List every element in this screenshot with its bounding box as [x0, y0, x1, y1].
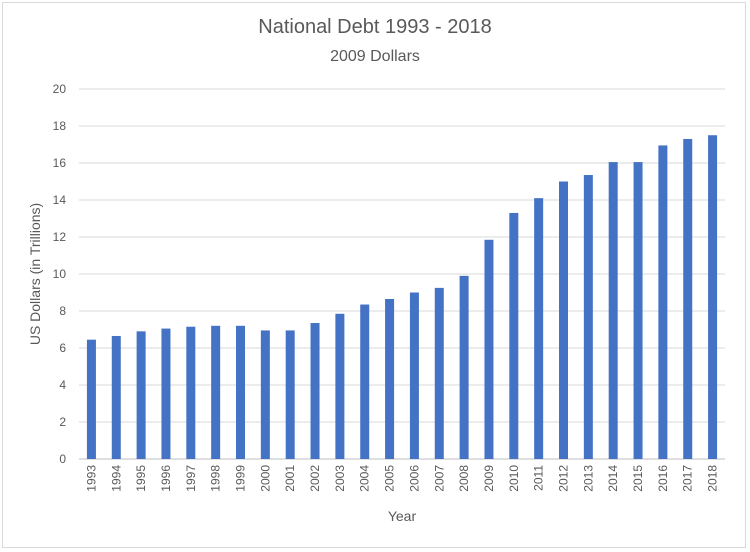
bar-2009: [484, 239, 494, 459]
x-tick-label: 2013: [581, 465, 595, 492]
bar-1995: [136, 331, 146, 459]
y-tick-label: 4: [59, 378, 66, 392]
y-axis-label: US Dollars (in Trillions): [27, 203, 43, 345]
y-tick-label: 2: [59, 415, 66, 429]
x-tick-label: 1998: [209, 465, 223, 492]
x-tick-label: 2002: [308, 465, 322, 492]
bar-1997: [186, 326, 196, 459]
bar-2006: [409, 292, 419, 459]
bar-1999: [236, 325, 245, 459]
x-tick-label: 2005: [383, 465, 397, 492]
bar-1994: [111, 335, 121, 459]
x-tick-label: 2004: [358, 465, 372, 492]
y-tick-label: 6: [59, 341, 66, 355]
x-tick-label: 2011: [532, 465, 546, 491]
bar-2008: [459, 275, 469, 459]
x-tick-label: 2007: [432, 465, 446, 492]
x-tick-label: 2012: [557, 465, 571, 492]
x-axis-label: Year: [388, 508, 417, 524]
y-tick-label: 16: [53, 156, 67, 170]
bar-2002: [310, 323, 320, 459]
x-tick-label: 1995: [134, 465, 148, 492]
x-tick-label: 1996: [159, 465, 173, 492]
bars: [86, 135, 718, 460]
x-tick-label: 1997: [184, 465, 198, 492]
x-tick-label: 2017: [681, 465, 695, 492]
bar-1996: [161, 328, 171, 459]
bar-2007: [434, 287, 444, 459]
bar-2014: [608, 162, 618, 459]
x-tick-label: 2009: [482, 465, 496, 492]
bar-2004: [360, 304, 370, 459]
y-tick-label: 0: [59, 452, 66, 466]
y-tick-label: 20: [53, 82, 67, 96]
y-tick-labels: 0 2 4 6 8 10 12 14 16 18 20: [53, 82, 67, 466]
bar-2005: [385, 298, 395, 459]
x-tick-label: 1993: [84, 465, 98, 492]
bar-2011: [534, 198, 544, 459]
bar-2003: [335, 313, 345, 459]
bar-2000: [260, 330, 270, 459]
y-tick-label: 18: [53, 119, 67, 133]
x-tick-label: 2014: [606, 465, 620, 492]
x-tick-label: 1994: [109, 465, 123, 492]
x-tick-label: 2008: [457, 465, 471, 492]
bar-1993: [86, 339, 96, 459]
y-tick-label: 14: [53, 193, 67, 207]
x-tick-label: 2001: [283, 465, 297, 492]
x-tick-labels: 1993 1994 1995 1996 1997 1998 1999 2000 2001 2002…: [84, 465, 719, 492]
bar-2017: [683, 138, 693, 459]
chart-subtitle: 2009 Dollars: [330, 48, 420, 65]
x-tick-label: 2006: [407, 465, 421, 492]
x-tick-label: 2010: [507, 465, 521, 492]
bar-2012: [559, 181, 568, 459]
chart-title: National Debt 1993 - 2018: [258, 16, 492, 38]
bar-2016: [658, 145, 668, 460]
bar-2010: [509, 212, 519, 459]
gridlines: [79, 88, 725, 460]
bar-1998: [211, 325, 221, 459]
y-tick-label: 8: [59, 304, 66, 318]
x-tick-label: 2000: [258, 465, 272, 492]
x-tick-label: 2018: [706, 465, 720, 492]
bar-2015: [633, 162, 643, 459]
x-tick-label: 2016: [656, 465, 670, 492]
x-tick-label: 2003: [333, 465, 347, 492]
bar-2018: [708, 135, 718, 459]
bar-2013: [583, 175, 593, 459]
y-tick-label: 10: [53, 267, 67, 281]
y-tick-label: 12: [53, 230, 67, 244]
x-tick-label: 1999: [234, 465, 248, 492]
x-tick-label: 2015: [631, 465, 645, 492]
bar-2001: [285, 330, 295, 459]
